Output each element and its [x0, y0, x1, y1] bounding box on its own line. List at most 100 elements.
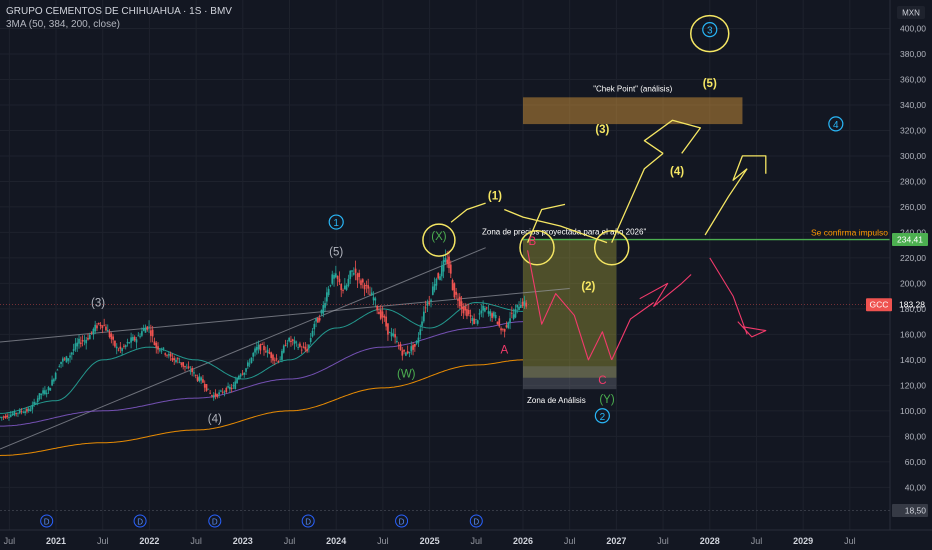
candle-body	[63, 358, 66, 360]
candle-body	[453, 283, 456, 298]
candle-body	[212, 395, 215, 398]
candle-body	[455, 291, 458, 295]
candle-body	[96, 325, 98, 329]
candle-body	[0, 416, 1, 418]
candle-body	[6, 415, 9, 418]
candle-body	[241, 373, 244, 375]
candle-body	[243, 372, 246, 375]
candle-body	[503, 328, 506, 332]
candle-body	[491, 313, 493, 318]
candle-body	[157, 346, 159, 350]
time-tick-label: Jul	[844, 536, 856, 546]
candle-body	[99, 324, 102, 327]
candle-body	[469, 315, 472, 317]
candle-body	[42, 390, 44, 394]
time-axis[interactable]: Jul 2021 Jul 2022 Jul 2023 Jul 2024 Jul 2025 Jul 20…	[0, 529, 932, 550]
min-price-tag	[892, 504, 928, 517]
wave-circle	[328, 214, 344, 230]
candle-body	[431, 286, 434, 295]
candle-body	[229, 387, 231, 390]
candle-body	[417, 337, 420, 343]
candle-body	[392, 333, 395, 336]
candle-body	[279, 359, 282, 361]
candle-body	[142, 327, 145, 331]
candle-body	[442, 259, 445, 272]
candle-body	[478, 313, 481, 315]
price-tick-label: 180,00	[900, 304, 926, 314]
candle-body	[482, 305, 484, 311]
candle-body	[175, 359, 177, 363]
candle-body	[514, 309, 517, 318]
candle-body	[388, 332, 391, 334]
projection-path-pink	[737, 321, 767, 338]
price-tick-label: 260,00	[900, 202, 926, 212]
candle-body	[343, 285, 346, 290]
dividend-marker	[208, 514, 222, 528]
candle-body	[106, 330, 109, 332]
projection-arrow-yellow	[611, 152, 664, 243]
candle-body	[433, 284, 436, 291]
candle-body	[403, 349, 405, 352]
candle-body	[236, 378, 238, 384]
candle-body	[180, 362, 183, 365]
candle-body	[449, 264, 452, 274]
price-tick-label: 240,00	[900, 227, 926, 237]
wave-label: 3	[707, 26, 713, 37]
candle-body	[101, 325, 104, 329]
candle-body	[326, 292, 328, 302]
wave-label: (3)	[91, 297, 105, 309]
wave-label: (3)	[595, 124, 609, 136]
hand-drawings-layer	[422, 14, 767, 361]
candle-body	[218, 392, 220, 395]
candle-body	[264, 351, 267, 353]
candle-body	[130, 337, 132, 343]
candle-body	[173, 358, 176, 361]
indicator-legend[interactable]: 3MA (50, 384, 200, close)	[6, 19, 120, 30]
moving-average-line	[0, 301, 523, 414]
candle-body	[370, 292, 373, 296]
candle-body	[509, 318, 511, 323]
candle-body	[309, 337, 312, 343]
candle-body	[315, 318, 317, 322]
time-tick-label: Jul	[564, 536, 576, 546]
price-tick-label: 280,00	[900, 176, 926, 186]
candle-body	[207, 388, 210, 390]
wave-circle	[594, 408, 610, 424]
zone-rect	[522, 97, 743, 125]
candle-body	[234, 381, 237, 389]
candle-body	[254, 348, 256, 353]
candle-body	[45, 392, 48, 395]
price-tick-label: 140,00	[900, 355, 926, 365]
candle-body	[141, 331, 143, 336]
candle-body	[171, 357, 174, 361]
price-tick-label: 100,00	[900, 406, 926, 416]
candle-body	[164, 353, 167, 355]
candle-body	[74, 343, 77, 350]
candle-body	[194, 374, 197, 376]
candle-body	[318, 317, 321, 321]
candle-body	[216, 394, 219, 398]
candle-body	[198, 376, 201, 382]
candle-body	[123, 345, 125, 347]
candle-body	[352, 273, 355, 275]
candle-body	[320, 310, 323, 314]
candle-body	[29, 409, 32, 412]
candle-body	[182, 362, 185, 367]
dividend-marker-label: D	[212, 518, 218, 527]
candle-body	[519, 304, 522, 308]
candle-body	[338, 278, 341, 283]
candle-body	[245, 368, 247, 372]
dividend-marker-label: D	[473, 518, 479, 527]
time-tick-label: 2023	[233, 536, 253, 546]
candle-body	[148, 326, 150, 328]
candle-body	[72, 349, 75, 351]
candle-body	[112, 336, 114, 340]
candle-body	[60, 361, 62, 365]
candle-body	[133, 336, 136, 341]
candle-body	[329, 284, 332, 286]
candle-body	[372, 297, 375, 301]
candle-body	[51, 379, 53, 386]
candle-body	[306, 349, 308, 352]
